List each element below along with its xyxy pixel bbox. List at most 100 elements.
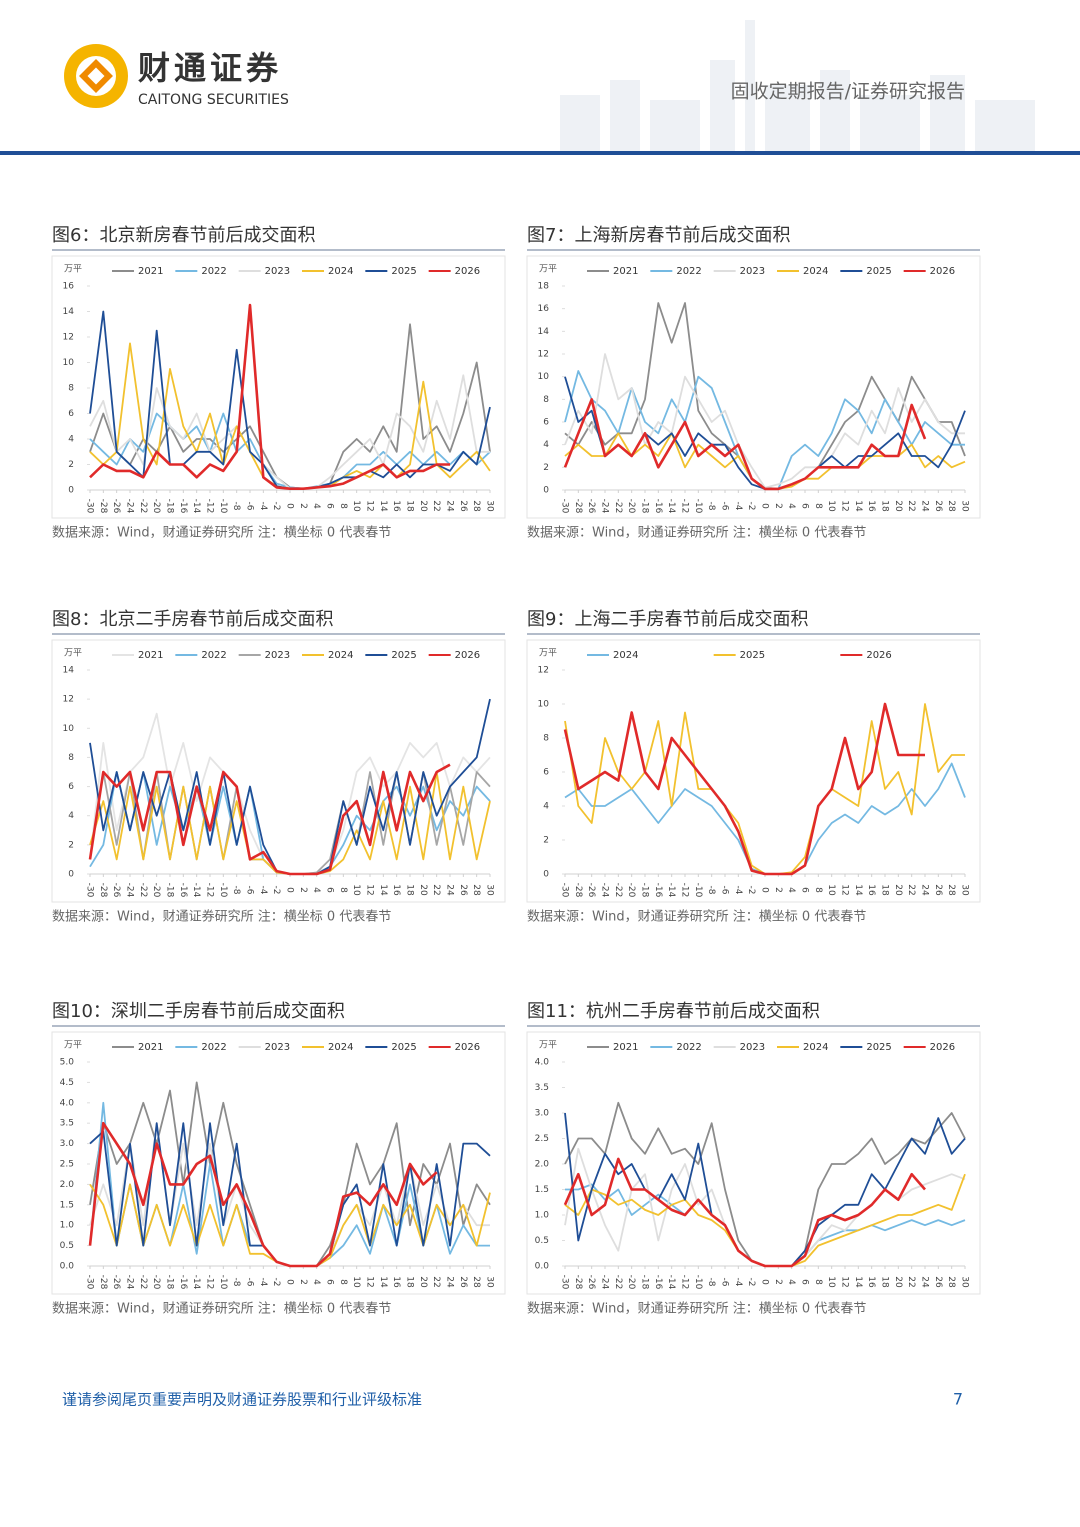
x-tick-label: -4	[733, 886, 743, 895]
x-tick-label: 10	[351, 500, 361, 512]
x-tick-label: 14	[378, 884, 388, 896]
legend-label: 2025	[866, 266, 891, 277]
x-tick-label: -6	[245, 502, 255, 511]
x-tick-label: -22	[613, 1275, 623, 1290]
y-tick-label: 0	[68, 870, 74, 880]
x-tick-label: 10	[351, 884, 361, 896]
y-tick-label: 3.0	[535, 1109, 550, 1119]
x-tick-label: 6	[325, 503, 335, 509]
y-tick-label: 12	[538, 666, 549, 676]
skyline	[560, 20, 1035, 153]
y-tick-label: 0.0	[535, 1262, 550, 1272]
x-tick-label: 22	[431, 884, 441, 895]
x-tick-label: 0	[285, 503, 295, 509]
x-tick-label: 16	[391, 1276, 401, 1288]
x-tick-label: -24	[125, 1275, 135, 1290]
x-tick-label: 0	[760, 503, 770, 509]
x-tick-label: 28	[471, 1276, 481, 1288]
legend-label: 2023	[740, 266, 765, 277]
y-tick-label: 4	[68, 811, 74, 821]
logo	[64, 44, 128, 108]
x-tick-label: -6	[720, 502, 730, 511]
y-tick-label: 4	[543, 802, 549, 812]
y-tick-label: 3.5	[535, 1083, 549, 1093]
x-tick-label: 26	[458, 1276, 468, 1288]
chart-title: 图11：杭州二手房春节前后成交面积	[527, 1001, 820, 1022]
x-tick-label: -24	[125, 883, 135, 898]
x-tick-label: 16	[866, 500, 876, 512]
series-line	[89, 1122, 491, 1267]
y-tick-label: 10	[538, 700, 550, 710]
x-tick-label: -28	[573, 883, 583, 898]
logo-cn: 财通证券	[138, 49, 282, 87]
x-tick-label: -8	[706, 1278, 716, 1287]
y-tick-label: 4.5	[60, 1078, 74, 1088]
x-tick-label: -12	[680, 883, 690, 898]
chart-title: 图6：北京新房春节前后成交面积	[52, 225, 315, 246]
x-tick-label: 26	[933, 1276, 943, 1288]
x-tick-label: 0	[285, 887, 295, 893]
x-tick-label: 12	[840, 1276, 850, 1287]
x-tick-label: 6	[800, 503, 810, 509]
x-tick-label: 24	[920, 1276, 930, 1288]
x-tick-label: 28	[946, 1276, 956, 1288]
x-tick-label: 4	[311, 1279, 321, 1285]
series-line	[564, 1147, 966, 1267]
source-note: 数据来源：Wind，财通证券研究所 注：横坐标 0 代表春节	[52, 1301, 391, 1317]
series-line	[88, 1121, 438, 1268]
x-tick-label: 30	[485, 1276, 495, 1288]
x-tick-label: 26	[458, 884, 468, 896]
chart-frame	[526, 1031, 981, 1295]
x-tick-label: -16	[178, 883, 188, 898]
series-line	[564, 353, 965, 489]
x-tick-label: -26	[586, 499, 596, 514]
x-tick-label: -16	[178, 1275, 188, 1290]
x-tick-label: -22	[138, 499, 148, 514]
x-tick-label: 10	[826, 500, 836, 512]
legend-label: 2021	[138, 266, 163, 277]
x-tick-label: -16	[653, 499, 663, 514]
y-tick-label: 0	[543, 486, 549, 496]
x-tick-label: 8	[338, 1279, 348, 1285]
x-tick-label: -18	[640, 883, 650, 898]
x-tick-label: 2	[298, 1279, 308, 1285]
legend-label: 2023	[265, 266, 290, 277]
legend-label: 2026	[455, 266, 480, 277]
x-tick-label: -14	[666, 1275, 676, 1290]
x-tick-label: -14	[191, 1275, 201, 1290]
x-tick-label: 26	[933, 884, 943, 896]
report-type: 固收定期报告/证券研究报告	[731, 81, 965, 103]
x-tick-label: 20	[418, 500, 428, 512]
legend-label: 2026	[455, 650, 480, 661]
x-tick-label: -10	[693, 1275, 703, 1290]
x-tick-label: -12	[680, 1275, 690, 1290]
x-tick-label: -28	[573, 1275, 583, 1290]
x-tick-label: -2	[746, 1278, 756, 1287]
x-tick-label: -20	[151, 883, 161, 898]
x-tick-label: -26	[586, 883, 596, 898]
y-tick-label: 1.5	[535, 1185, 549, 1195]
y-tick-label: 0.0	[60, 1262, 75, 1272]
series-line	[89, 1183, 491, 1267]
x-tick-label: -28	[573, 499, 583, 514]
x-tick-label: 12	[365, 1276, 375, 1287]
footer-disclaimer: 谨请参阅尾页重要声明及财通证券股票和行业评级标准	[62, 1391, 422, 1409]
x-tick-label: -8	[231, 1278, 241, 1287]
x-tick-label: 6	[800, 1279, 810, 1285]
y-tick-label: 5.0	[60, 1058, 75, 1068]
x-tick-label: -22	[613, 883, 623, 898]
y-unit: 万平	[64, 648, 82, 659]
page-number: 7	[953, 1390, 963, 1409]
x-tick-label: -2	[271, 502, 281, 511]
x-tick-label: 14	[378, 500, 388, 512]
series-line	[89, 1122, 490, 1267]
y-tick-label: 3.0	[60, 1139, 75, 1149]
x-tick-label: -20	[151, 499, 161, 514]
chart-frame	[526, 255, 981, 519]
y-tick-label: 2	[68, 840, 74, 850]
legend-label: 2025	[740, 650, 765, 661]
chart-frame	[51, 639, 506, 903]
y-tick-label: 2.0	[535, 1160, 550, 1170]
legend-label: 2023	[740, 1042, 765, 1053]
x-tick-label: 0	[760, 1279, 770, 1285]
